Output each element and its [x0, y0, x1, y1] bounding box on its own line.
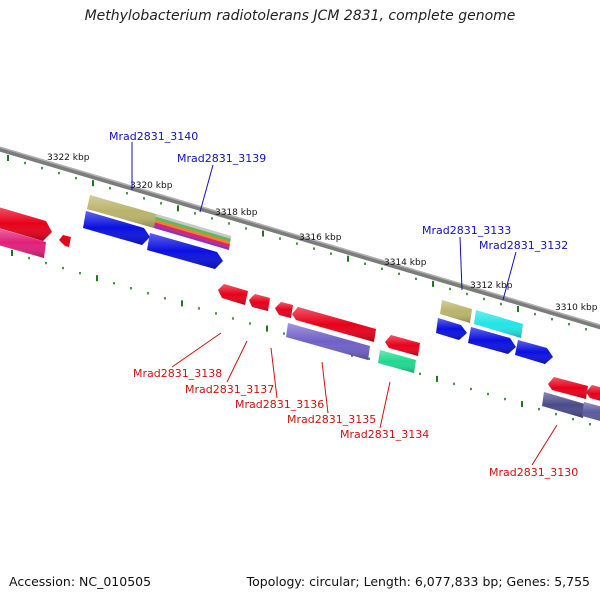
ruler-label-3314: 3314 kbp	[384, 258, 427, 268]
gene-label-mrad2831-3136: Mrad2831_3136	[235, 398, 324, 411]
gene-label-mrad2831-3140: Mrad2831_3140	[109, 130, 198, 143]
ruler-ticks-bottom	[11, 250, 591, 426]
ruler-label-3322: 3322 kbp	[47, 153, 90, 163]
reverse-strand-genes	[59, 235, 600, 421]
gene-label-mrad2831-3132: Mrad2831_3132	[479, 239, 568, 252]
gene-label-mrad2831-3134: Mrad2831_3134	[340, 428, 429, 441]
gene-label-mrad2831-3139: Mrad2831_3139	[177, 152, 266, 165]
ruler-label-3310: 3310 kbp	[555, 303, 598, 313]
forward-strand-genes	[0, 195, 553, 364]
gene-red-small-left[interactable]	[59, 235, 71, 247]
ruler-label-3312: 3312 kbp	[470, 281, 513, 291]
map-title: Methylobacterium radiotolerans JCM 2831,…	[84, 8, 516, 24]
leader-lines-bottom	[171, 332, 558, 466]
leader-lines-top	[131, 142, 517, 301]
gene-label-mrad2831-3138: Mrad2831_3138	[133, 367, 222, 380]
gene-label-mrad2831-3137: Mrad2831_3137	[185, 383, 274, 396]
gene-label-mrad2831-3135: Mrad2831_3135	[287, 413, 376, 426]
ruler-label-3320: 3320 kbp	[130, 181, 173, 191]
ruler-ticks-top	[7, 155, 587, 331]
accession-text: Accession: NC_010505	[9, 574, 152, 589]
ruler-label-3316: 3316 kbp	[299, 233, 342, 243]
genome-stats-text: Topology: circular; Length: 6,077,833 bp…	[246, 574, 590, 589]
ruler-label-3318: 3318 kbp	[215, 208, 258, 218]
gene-label-mrad2831-3133: Mrad2831_3133	[422, 224, 511, 237]
gene-label-mrad2831-3130: Mrad2831_3130	[489, 466, 578, 479]
